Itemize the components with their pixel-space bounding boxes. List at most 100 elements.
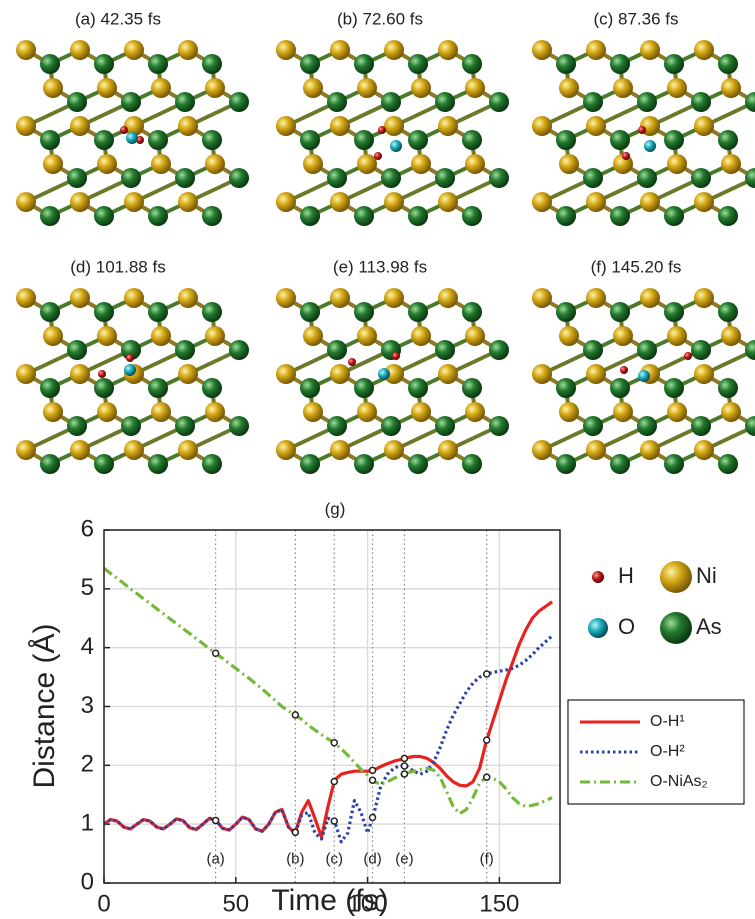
event-marker: [331, 779, 337, 785]
h-atom: [98, 370, 106, 378]
ni-atom: [559, 402, 579, 422]
ni-atom: [438, 116, 458, 136]
event-marker: [484, 737, 490, 743]
panel-caption: (d) 101.88 fs: [70, 257, 165, 276]
h-atom: [374, 152, 382, 160]
y-axis-label: Distance (Å): [28, 623, 61, 788]
o-atom: [390, 140, 402, 152]
structure: [532, 40, 755, 226]
as-atom: [718, 302, 738, 322]
as-atom: [327, 168, 347, 188]
event-label: (a): [206, 850, 224, 867]
as-atom: [610, 302, 630, 322]
as-atom: [691, 92, 711, 112]
as-atom: [556, 454, 576, 474]
ni-atom: [694, 116, 714, 136]
ni-atom: [124, 440, 144, 460]
panel-caption: (c) 87.36 fs: [593, 9, 678, 28]
ni-atom: [178, 116, 198, 136]
as-atom: [40, 206, 60, 226]
ni-atom: [384, 116, 404, 136]
as-atom: [462, 54, 482, 74]
ni-atom: [532, 440, 552, 460]
as-atom: [435, 92, 455, 112]
x-tick-label: 0: [97, 890, 110, 917]
ni-atom: [178, 364, 198, 384]
as-atom: [40, 54, 60, 74]
as-atom: [40, 130, 60, 150]
as-atom: [327, 92, 347, 112]
as-atom: [664, 206, 684, 226]
as-atom: [462, 130, 482, 150]
as-atom: [94, 54, 114, 74]
as-atom: [354, 378, 374, 398]
ni-atom: [411, 402, 431, 422]
as-atom: [489, 340, 509, 360]
as-atom: [637, 92, 657, 112]
ni-atom: [70, 440, 90, 460]
as-atom: [354, 302, 374, 322]
ni-atom: [721, 154, 741, 174]
as-atom: [40, 378, 60, 398]
ni-atom: [694, 364, 714, 384]
as-atom: [381, 92, 401, 112]
as-atom: [408, 302, 428, 322]
ni-atom: [667, 326, 687, 346]
event-label: (b): [286, 850, 304, 867]
ni-atom: [97, 154, 117, 174]
ni-atom: [667, 78, 687, 98]
panel-caption: (b) 72.60 fs: [337, 9, 423, 28]
ni-atom: [640, 440, 660, 460]
ni-atom: [613, 402, 633, 422]
as-atom: [718, 54, 738, 74]
as-atom: [610, 378, 630, 398]
ni-atom: [559, 154, 579, 174]
as-atom: [637, 168, 657, 188]
as-atom: [202, 378, 222, 398]
h-atom: [620, 366, 628, 374]
as-atom: [202, 454, 222, 474]
panel-caption: (f) 145.20 fs: [591, 257, 682, 276]
as-atom: [354, 454, 374, 474]
ni-atom: [205, 402, 225, 422]
ni-atom: [178, 40, 198, 60]
as-atom: [691, 340, 711, 360]
as-atom: [664, 454, 684, 474]
as-atom: [556, 54, 576, 74]
legend-label: O-NiAs₂: [650, 773, 708, 790]
ni-atom: [330, 440, 350, 460]
as-atom: [408, 130, 428, 150]
ni-atom: [384, 288, 404, 308]
series-line: [104, 602, 552, 837]
event-marker: [213, 817, 219, 823]
as-atom: [462, 206, 482, 226]
event-marker: [292, 712, 298, 718]
as-atom: [94, 378, 114, 398]
panel-caption: (e) 113.98 fs: [333, 257, 427, 276]
as-atom: [718, 130, 738, 150]
event-marker: [401, 755, 407, 761]
ni-atom: [70, 40, 90, 60]
x-tick-label: 100: [348, 890, 388, 917]
ni-atom: [357, 78, 377, 98]
ni-atom: [694, 440, 714, 460]
ni-atom: [586, 192, 606, 212]
ni-atom: [667, 402, 687, 422]
ni-atom: [640, 192, 660, 212]
ni-atom: [465, 326, 485, 346]
event-marker: [401, 763, 407, 769]
ni-atom: [276, 40, 296, 60]
ni-atom: [97, 326, 117, 346]
as-atom: [691, 168, 711, 188]
as-atom: [583, 340, 603, 360]
as-atom: [300, 454, 320, 474]
ni-atom: [205, 78, 225, 98]
ni-atom: [276, 288, 296, 308]
ni-atom: [667, 154, 687, 174]
h-atom: [622, 152, 630, 160]
event-label: (f): [480, 850, 494, 867]
ni-atom: [640, 40, 660, 60]
event-label: (e): [395, 850, 413, 867]
ni-atom: [465, 154, 485, 174]
as-atom: [408, 206, 428, 226]
